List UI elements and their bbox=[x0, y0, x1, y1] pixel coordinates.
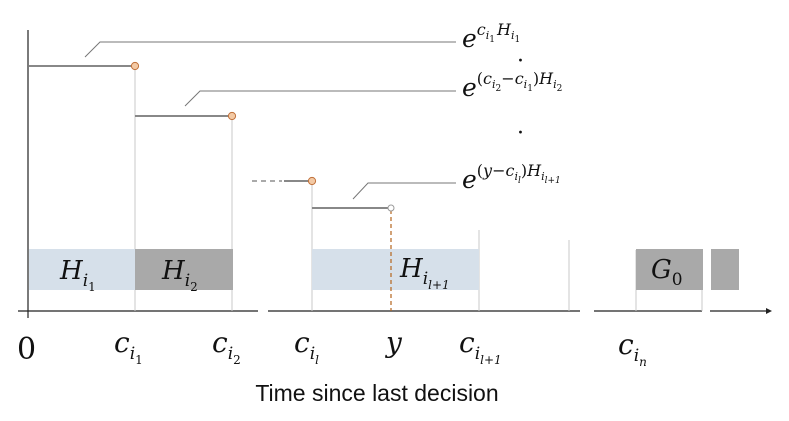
x-axis bbox=[18, 308, 772, 314]
band-h-i1 bbox=[29, 249, 135, 290]
tick-label-origin: 0 bbox=[17, 332, 36, 367]
x-axis-arrowhead bbox=[766, 308, 772, 314]
leader-line-3 bbox=[352, 182, 456, 200]
endpoint-marker-2 bbox=[227, 111, 237, 121]
band-h-il1 bbox=[312, 249, 479, 290]
tick-label-c-i1: ci1 bbox=[114, 326, 143, 367]
tick-label-c-in: cin bbox=[618, 328, 647, 369]
ellipsis-dot-1: · bbox=[517, 49, 524, 74]
tick-label-c-il: cil bbox=[294, 326, 319, 367]
leader-lines bbox=[84, 41, 456, 200]
band-label-h-i1: Hi1 bbox=[59, 256, 96, 294]
leader-line-1 bbox=[84, 41, 456, 58]
band-h-i2 bbox=[135, 249, 233, 290]
tick-label-c-il1: cil+1 bbox=[459, 326, 502, 367]
x-axis-caption: Time since last decision bbox=[255, 380, 498, 406]
band-g0-right bbox=[711, 249, 739, 290]
tick-label-y: y bbox=[384, 326, 403, 359]
endpoint-markers bbox=[130, 61, 395, 212]
endpoint-marker-3 bbox=[307, 176, 317, 186]
band-g0-left bbox=[636, 249, 703, 290]
band-label-h-i2: Hi2 bbox=[161, 256, 198, 294]
endpoint-marker-1 bbox=[130, 61, 140, 71]
leader-line-2 bbox=[184, 90, 456, 107]
formula-2: e(ci2−ci1)Hi2 bbox=[462, 69, 562, 102]
formula-3: e(y−cil)Hil+1 bbox=[462, 161, 561, 194]
tick-label-c-i2: ci2 bbox=[212, 326, 241, 367]
endpoint-marker-open bbox=[387, 204, 395, 212]
bands bbox=[29, 249, 739, 290]
formula-1: eci1Hi1 bbox=[462, 20, 520, 53]
ellipsis-dot-2: · bbox=[517, 121, 524, 146]
band-label-g0: G0 bbox=[651, 255, 683, 290]
band-label-h-il1: Hil+1 bbox=[399, 254, 450, 292]
level-segments bbox=[29, 65, 391, 209]
